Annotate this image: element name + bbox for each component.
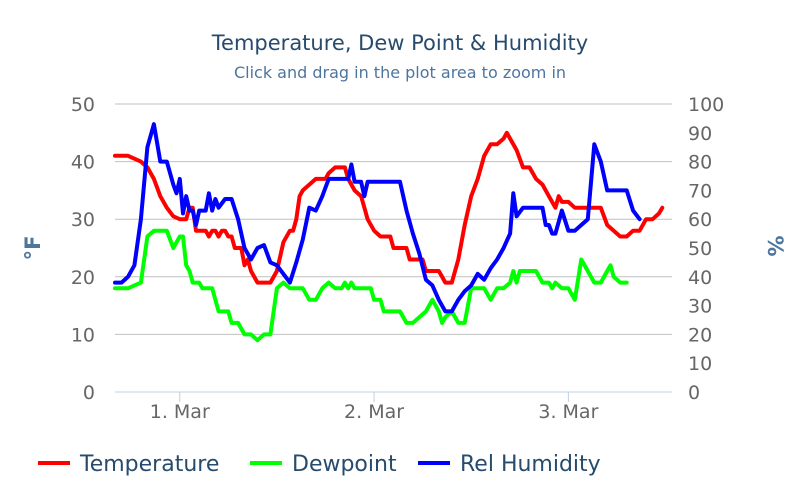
legend[interactable]: Temperature Dewpoint Rel Humidity	[38, 452, 601, 477]
y-right-tick-label: 40	[688, 267, 712, 289]
y-left-tick-label: 0	[83, 382, 95, 404]
y-right-tick-label: 100	[688, 94, 724, 116]
axes: 0 10 20 30 40 50 0 10 20 30 40 50 60 70 80 90 100 1. Mar 2…	[71, 94, 724, 423]
y-right-tick-label: 10	[688, 353, 712, 375]
right-axis-title: %	[763, 235, 787, 256]
left-axis-title: °F	[21, 236, 45, 261]
legend-label: Dewpoint	[292, 452, 397, 477]
y-right-tick-label: 0	[688, 382, 700, 404]
y-right-tick-label: 50	[688, 238, 712, 260]
y-left-tick-label: 50	[71, 94, 95, 116]
legend-label: Temperature	[79, 452, 219, 477]
chart-title: Temperature, Dew Point & Humidity	[211, 31, 588, 55]
y-left-tick-label: 30	[71, 209, 95, 231]
legend-label: Rel Humidity	[460, 452, 601, 477]
series-line-dewpoint[interactable]	[113, 228, 629, 343]
y-right-tick-label: 60	[688, 209, 712, 231]
series-line-temperature[interactable]	[113, 130, 665, 285]
legend-item-rel-humidity[interactable]: Rel Humidity	[418, 452, 601, 477]
y-right-tick-label: 80	[688, 152, 712, 174]
y-right-tick-label: 70	[688, 180, 712, 202]
y-right-tick-label: 90	[688, 123, 712, 145]
y-right-tick-label: 20	[688, 324, 712, 346]
y-left-tick-label: 10	[71, 324, 95, 346]
x-tick-label: 3. Mar	[538, 401, 598, 423]
y-right-tick-label: 30	[688, 296, 712, 318]
legend-item-temperature[interactable]: Temperature	[38, 452, 219, 477]
y-left-tick-label: 40	[71, 152, 95, 174]
y-left-tick-label: 20	[71, 267, 95, 289]
x-tick-label: 1. Mar	[150, 401, 210, 423]
x-tick-label: 2. Mar	[344, 401, 404, 423]
series-line-rel-humidity[interactable]	[113, 122, 642, 314]
legend-item-dewpoint[interactable]: Dewpoint	[250, 452, 397, 477]
chart-subtitle: Click and drag in the plot area to zoom …	[234, 63, 566, 82]
series-layer[interactable]	[113, 122, 665, 343]
